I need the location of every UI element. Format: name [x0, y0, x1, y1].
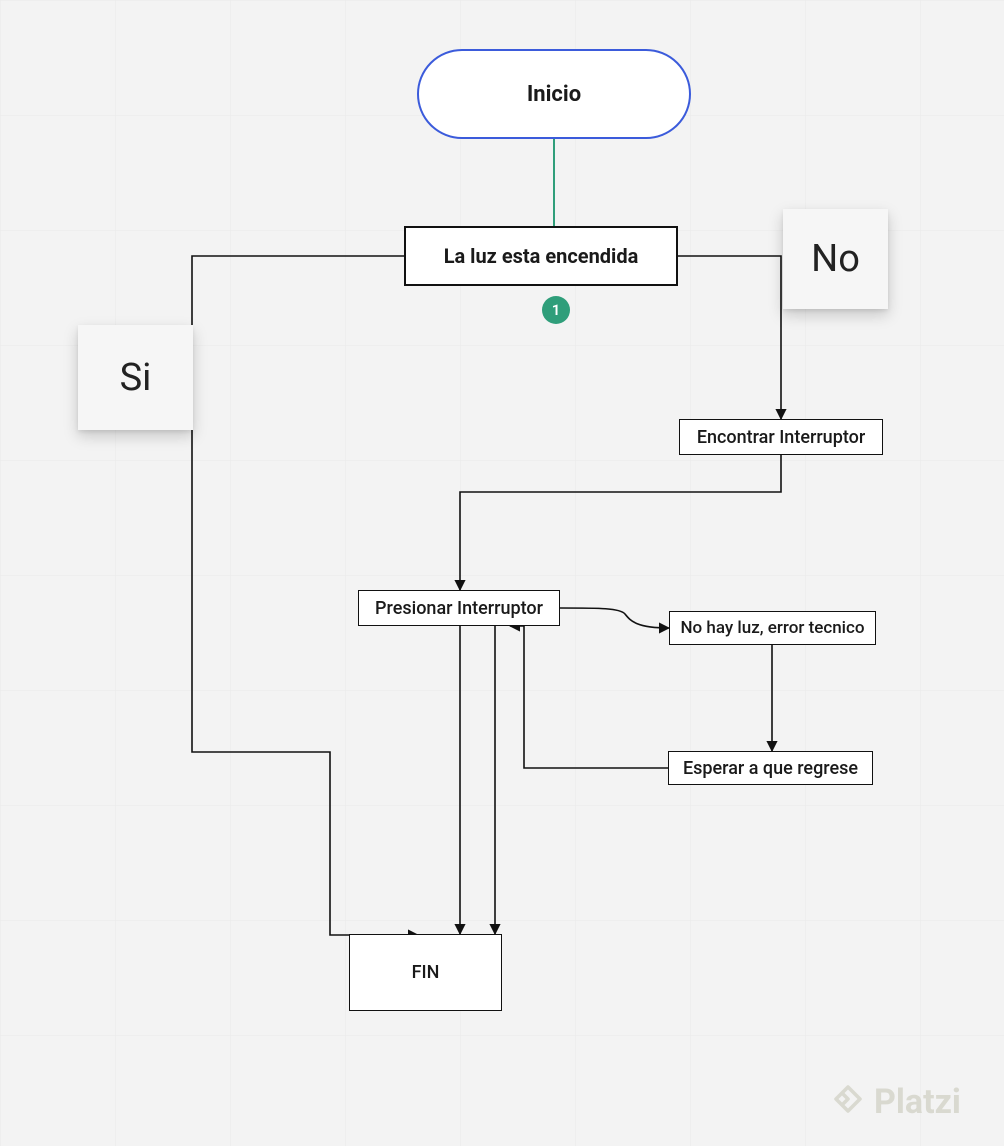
node-no-light-label: No hay luz, error tecnico	[680, 618, 864, 638]
node-end[interactable]: FIN	[349, 934, 502, 1011]
edges-layer	[0, 0, 1004, 1146]
node-no-light[interactable]: No hay luz, error tecnico	[669, 611, 876, 645]
edge-decision-to-no	[678, 256, 781, 419]
sticky-no-label: No	[811, 237, 860, 281]
node-start-label: Inicio	[527, 82, 581, 107]
node-start[interactable]: Inicio	[417, 49, 691, 139]
edge-find-to-press	[460, 455, 781, 590]
node-wait-label: Esperar a que regrese	[683, 758, 858, 779]
comment-badge-label: 1	[552, 301, 561, 319]
comment-badge[interactable]: 1	[542, 296, 570, 324]
flowchart-canvas: Inicio La luz esta encendida Encontrar I…	[0, 0, 1004, 1146]
edge-wait-to-press	[510, 626, 668, 768]
platzi-watermark: Platzi	[830, 1082, 961, 1122]
node-find-switch[interactable]: Encontrar Interruptor	[679, 419, 883, 455]
node-press-switch-label: Presionar Interruptor	[375, 598, 543, 619]
sticky-si-label: Si	[120, 356, 152, 400]
node-wait[interactable]: Esperar a que regrese	[668, 751, 873, 785]
node-find-switch-label: Encontrar Interruptor	[697, 427, 865, 448]
grid-background	[0, 0, 1004, 1146]
node-press-switch[interactable]: Presionar Interruptor	[358, 590, 560, 626]
node-end-label: FIN	[412, 962, 440, 983]
platzi-watermark-label: Platzi	[874, 1082, 961, 1122]
edge-press-to-nolight	[560, 608, 669, 628]
platzi-logo-icon	[830, 1084, 866, 1120]
sticky-no[interactable]: No	[783, 209, 888, 309]
node-decision[interactable]: La luz esta encendida	[404, 226, 678, 286]
sticky-si[interactable]: Si	[78, 325, 193, 430]
node-decision-label: La luz esta encendida	[444, 244, 639, 268]
